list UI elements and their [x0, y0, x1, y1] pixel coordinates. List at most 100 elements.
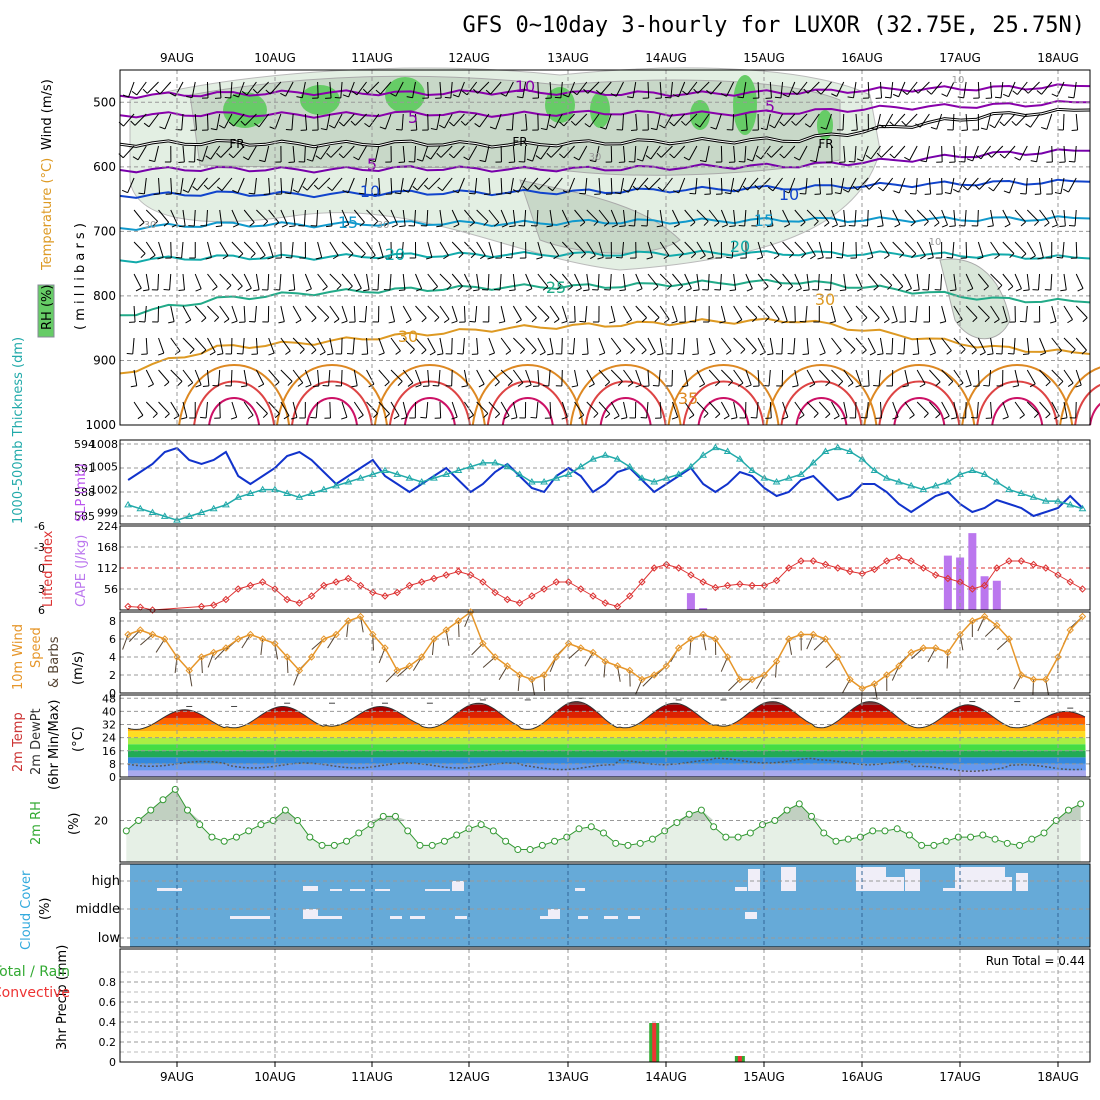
wind-barb-flag	[1009, 253, 1015, 259]
wind-barb	[315, 401, 319, 418]
wind-barb-flag	[412, 185, 418, 191]
rh-green-blob	[223, 92, 267, 128]
wind-barb	[145, 401, 158, 414]
wind-barb-flag	[673, 190, 680, 194]
wind-barb	[1075, 305, 1088, 318]
wind-barb	[524, 209, 527, 226]
temp-band	[128, 731, 1086, 738]
wind-barb-flag	[909, 320, 916, 323]
wind-barb	[882, 177, 894, 192]
wind-barb	[806, 209, 819, 222]
wind-barb	[268, 177, 271, 194]
wind-barb-flag	[693, 289, 700, 292]
rh-marker	[196, 821, 204, 829]
wind-barb-flag	[610, 93, 617, 97]
wind-barb-flag	[368, 383, 375, 388]
wind-barb	[672, 273, 684, 287]
wind-barb-flag	[328, 124, 335, 129]
warm-contour	[893, 397, 946, 426]
wind-barb	[843, 369, 854, 384]
rh-marker	[636, 839, 644, 847]
wind-barb	[992, 177, 1004, 192]
wind-barb	[546, 113, 551, 130]
wind-barb	[623, 337, 636, 350]
wind-barb	[427, 273, 438, 287]
wind-barb-flag	[421, 349, 427, 355]
wind-barb-flag	[1022, 353, 1030, 356]
ylabel-temperature: Temperature (°C)	[40, 158, 55, 271]
wind-barb	[1002, 401, 1009, 418]
rh-marker	[404, 827, 412, 835]
wind-barb-flag	[891, 320, 898, 324]
wind-barb	[806, 369, 816, 385]
wind-barb-flag	[526, 158, 533, 162]
wind-barb	[331, 177, 343, 191]
cloud-high-block	[955, 867, 980, 891]
wind-barb	[806, 337, 810, 354]
wind-marker	[210, 648, 218, 657]
wind-barb	[927, 273, 930, 290]
wind-barb	[463, 305, 466, 323]
wind-barb-flag	[751, 349, 757, 355]
wind-barb	[916, 273, 920, 290]
wind-barb-flag	[505, 256, 513, 259]
wind-barb-flag	[283, 415, 290, 420]
wind-barb-flag	[1001, 320, 1008, 324]
wind-marker	[1042, 675, 1050, 684]
wind-barb	[855, 273, 864, 289]
li-marker	[1054, 571, 1062, 579]
wind-barb	[622, 113, 624, 131]
wind-barb-flag	[923, 413, 929, 418]
wind-barb-flag	[540, 127, 547, 131]
wind-barb	[549, 241, 560, 256]
wind-barb	[671, 401, 679, 418]
wind-barb-flag	[740, 348, 746, 354]
wind-barb	[170, 177, 173, 195]
wind-barb-flag	[443, 255, 449, 260]
wind-barb	[511, 113, 514, 130]
wind-barb	[806, 273, 810, 290]
wind-barb	[990, 241, 1000, 256]
wind-barb	[264, 145, 270, 162]
wind-barb-flag	[847, 382, 854, 387]
wind-barb	[574, 273, 582, 289]
cloud-mid-block	[745, 912, 757, 919]
wind-barb	[511, 241, 514, 258]
wind-barb	[500, 305, 506, 322]
wind-barb	[247, 145, 257, 161]
wind-barb	[951, 241, 955, 258]
wind-barb	[879, 401, 883, 418]
wind-barb-flag	[1020, 221, 1026, 227]
wind-barb	[549, 81, 552, 98]
cape-ytick: 112	[97, 562, 118, 575]
wind-barb	[708, 401, 721, 415]
wind-barb	[463, 273, 472, 289]
wind-barb-flag	[287, 380, 293, 386]
wind-barb-flag	[635, 384, 642, 388]
wind-barb-flag	[792, 90, 798, 96]
wind-barb	[1014, 241, 1027, 255]
slp-marker	[564, 470, 573, 477]
slp-marker	[503, 462, 512, 470]
wind-barb	[145, 337, 148, 355]
wind-barb-flag	[289, 225, 296, 228]
wind-barb-flag	[485, 89, 491, 95]
wind-barb-flag	[212, 286, 218, 291]
wind-barb-flag	[180, 417, 188, 420]
wind-barb-flag	[458, 253, 464, 259]
wind-barb	[280, 337, 291, 352]
wind-marker	[650, 671, 658, 679]
cloud-high-block	[943, 888, 955, 891]
wind-barb	[610, 209, 618, 225]
wind-marker	[662, 662, 671, 670]
wind-barb	[794, 209, 806, 223]
wind-barb	[904, 241, 917, 255]
wind-barb-flag	[690, 253, 696, 259]
wind-barb-flag	[1030, 255, 1036, 260]
wind-barb	[451, 273, 463, 287]
wind-barb-flag	[179, 225, 186, 228]
wind-barb	[769, 401, 772, 419]
wind-barb	[793, 337, 796, 354]
wind-barb	[312, 145, 319, 162]
